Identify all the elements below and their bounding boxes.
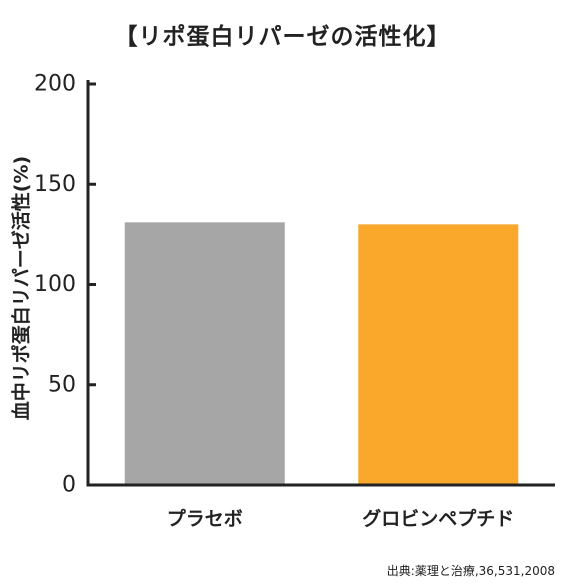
bars-group [124,222,519,485]
chart-title: 【リポ蛋白リパーゼの活性化】 [114,24,451,50]
y-tick-label-3: 150 [34,172,76,197]
y-tick-label-4: 200 [34,72,76,97]
bar-1 [358,224,519,485]
source-citation: 出典:薬理と治療,36,531,2008 [386,564,555,578]
y-ticks-group: 0 50 100 150 200 [34,72,96,498]
x-tick-label-0: プラセボ [167,507,243,530]
y-tick-label-1: 50 [48,372,76,397]
y-tick-label-0: 0 [62,473,76,498]
x-ticks-group: プラセボ グロビンペプチド [167,507,515,530]
y-tick-label-2: 100 [34,272,76,297]
bar-0 [124,222,285,485]
x-tick-label-1: グロビンペプチド [362,507,514,530]
